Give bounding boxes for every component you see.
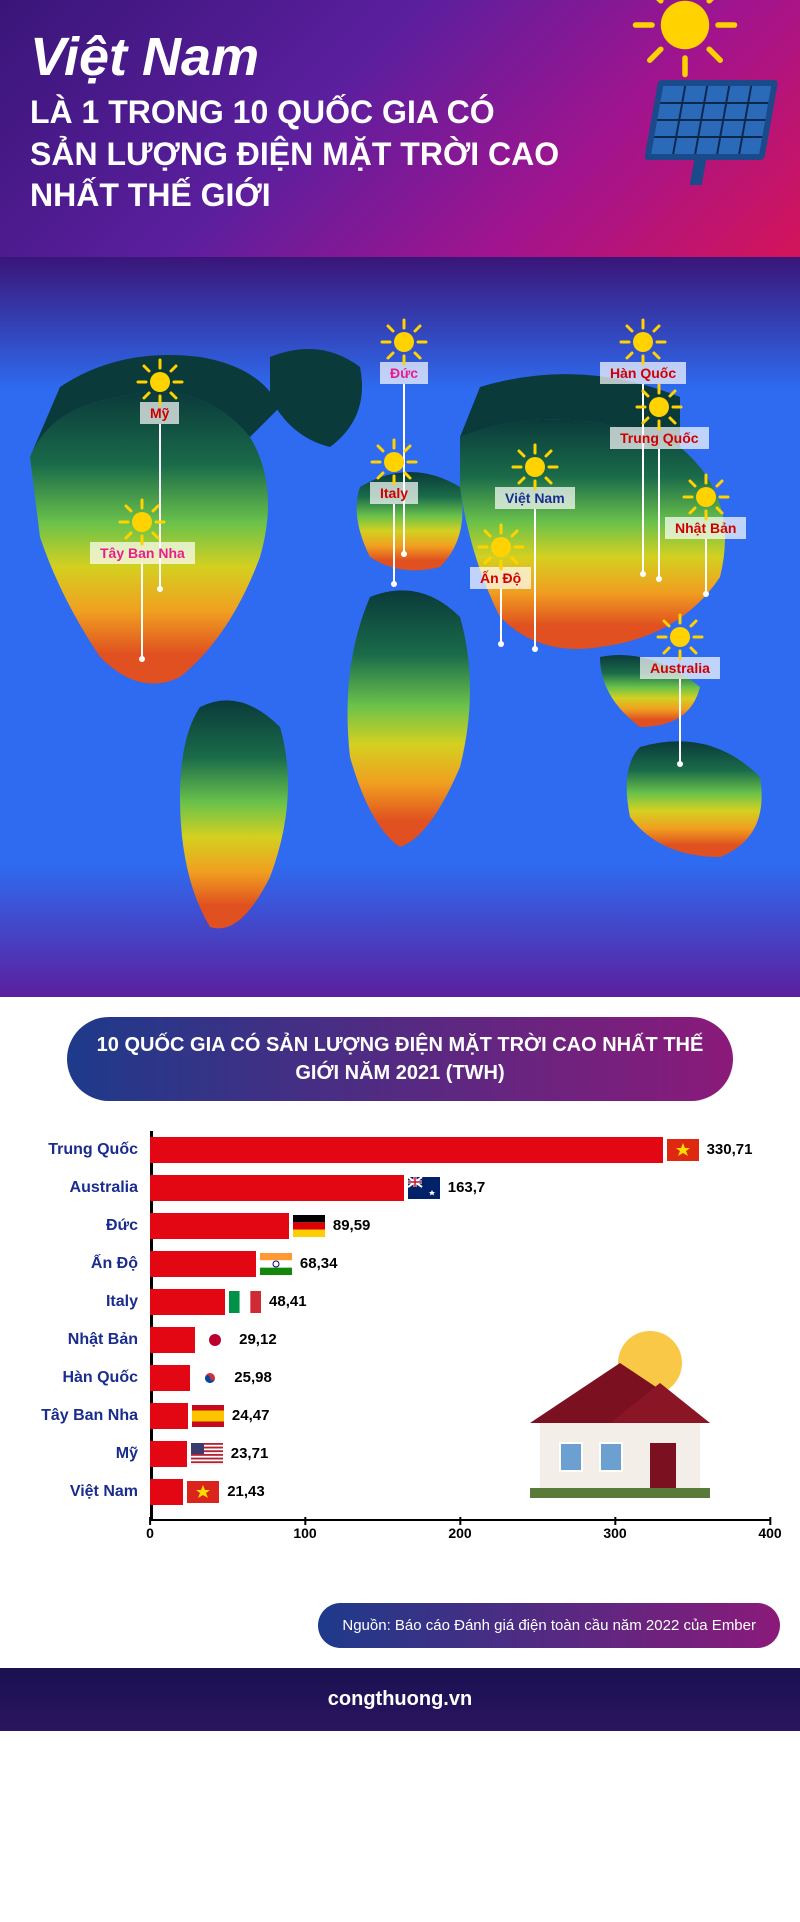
bar-label: Mỹ (30, 1445, 150, 1463)
bar-area: 48,41 (150, 1283, 770, 1321)
map-label: Đức (380, 362, 428, 384)
map-label: Australia (640, 657, 720, 679)
bar (150, 1213, 289, 1239)
axis-tick: 0 (146, 1525, 154, 1541)
bar (150, 1175, 404, 1201)
bar-value: 25,98 (234, 1369, 272, 1386)
axis-tick: 400 (758, 1525, 781, 1541)
bar-label: Australia (30, 1179, 150, 1197)
bar-label: Đức (30, 1217, 150, 1235)
bar-area: 29,12 (150, 1321, 770, 1359)
map-label: Hàn Quốc (600, 362, 686, 384)
bar (150, 1327, 195, 1353)
flag-icon (194, 1367, 226, 1389)
chart-row: Đức 89,59 (30, 1207, 770, 1245)
bar (150, 1403, 188, 1429)
bar (150, 1441, 187, 1467)
bar-chart: Trung Quốc 330,71 Australia 163,7 Đức 89,59 Ấn… (30, 1131, 770, 1543)
header-section: Việt Nam LÀ 1 TRONG 10 QUỐC GIA CÓ SẢN L… (0, 0, 800, 257)
bar-value: 89,59 (333, 1217, 371, 1234)
bar (150, 1251, 256, 1277)
chart-x-axis: 0100200300400 (150, 1519, 770, 1543)
bar-label: Ấn Độ (30, 1255, 150, 1273)
bar-label: Hàn Quốc (30, 1369, 150, 1387)
bar-chart-section: 10 QUỐC GIA CÓ SẢN LƯỢNG ĐIỆN MẶT TRỜI C… (0, 997, 800, 1583)
sun-icon (630, 0, 740, 80)
flag-icon (192, 1405, 224, 1427)
map-label: Mỹ (140, 402, 179, 424)
chart-row: Italy 48,41 (30, 1283, 770, 1321)
bar-value: 21,43 (227, 1483, 265, 1500)
flag-icon (187, 1481, 219, 1503)
bar-value: 23,71 (231, 1445, 269, 1462)
bar-area: 89,59 (150, 1207, 770, 1245)
bar-label: Trung Quốc (30, 1141, 150, 1159)
axis-tick: 100 (293, 1525, 316, 1541)
bar (150, 1479, 183, 1505)
bar-value: 24,47 (232, 1407, 270, 1424)
bar-area: 23,71 (150, 1435, 770, 1473)
chart-row: Ấn Độ 68,34 (30, 1245, 770, 1283)
footer-site: congthuong.vn (0, 1668, 800, 1731)
chart-row: Hàn Quốc 25,98 (30, 1359, 770, 1397)
axis-tick: 200 (448, 1525, 471, 1541)
bar-label: Italy (30, 1293, 150, 1311)
chart-row: Trung Quốc 330,71 (30, 1131, 770, 1169)
map-label: Trung Quốc (610, 427, 709, 449)
bar-label: Việt Nam (30, 1483, 150, 1501)
bar (150, 1365, 190, 1391)
chart-row: Việt Nam 21,43 (30, 1473, 770, 1511)
flag-icon (667, 1139, 699, 1161)
axis-tick: 300 (603, 1525, 626, 1541)
map-label: Ấn Độ (470, 567, 531, 589)
infographic-page: Việt Nam LÀ 1 TRONG 10 QUỐC GIA CÓ SẢN L… (0, 0, 800, 1731)
bar-area: 330,71 (150, 1131, 770, 1169)
chart-row: Mỹ 23,71 (30, 1435, 770, 1473)
map-label: Nhật Bản (665, 517, 746, 539)
bar-value: 29,12 (239, 1331, 277, 1348)
bar-area: 163,7 (150, 1169, 770, 1207)
chart-title: 10 QUỐC GIA CÓ SẢN LƯỢNG ĐIỆN MẶT TRỜI C… (67, 1017, 733, 1101)
world-map-section: Mỹ Tây Ban Nha Đức Italy Việt Nam Ấn Độ Hàn Qu… (0, 257, 800, 997)
bar-value: 48,41 (269, 1293, 307, 1310)
map-label: Italy (370, 482, 418, 504)
header-title-sub: LÀ 1 TRONG 10 QUỐC GIA CÓ SẢN LƯỢNG ĐIỆN… (30, 92, 570, 217)
bar-value: 330,71 (707, 1141, 753, 1158)
flag-icon (260, 1253, 292, 1275)
map-label: Tây Ban Nha (90, 542, 195, 564)
chart-row: Australia 163,7 (30, 1169, 770, 1207)
bar-label: Tây Ban Nha (30, 1407, 150, 1425)
solar-panel-icon (640, 70, 790, 190)
bar (150, 1289, 225, 1315)
flag-icon (408, 1177, 440, 1199)
bar-area: 25,98 (150, 1359, 770, 1397)
chart-row: Nhật Bản 29,12 (30, 1321, 770, 1359)
bar-area: 68,34 (150, 1245, 770, 1283)
flag-icon (229, 1291, 261, 1313)
flag-icon (199, 1329, 231, 1351)
map-label: Việt Nam (495, 487, 575, 509)
flag-icon (293, 1215, 325, 1237)
chart-row: Tây Ban Nha 24,47 (30, 1397, 770, 1435)
bar-area: 24,47 (150, 1397, 770, 1435)
flag-icon (191, 1443, 223, 1465)
source-note: Nguồn: Báo cáo Đánh giá điện toàn cầu nă… (318, 1603, 780, 1648)
bar-label: Nhật Bản (30, 1331, 150, 1349)
bar-value: 68,34 (300, 1255, 338, 1272)
bar (150, 1137, 663, 1163)
bar-area: 21,43 (150, 1473, 770, 1511)
bar-value: 163,7 (448, 1179, 486, 1196)
